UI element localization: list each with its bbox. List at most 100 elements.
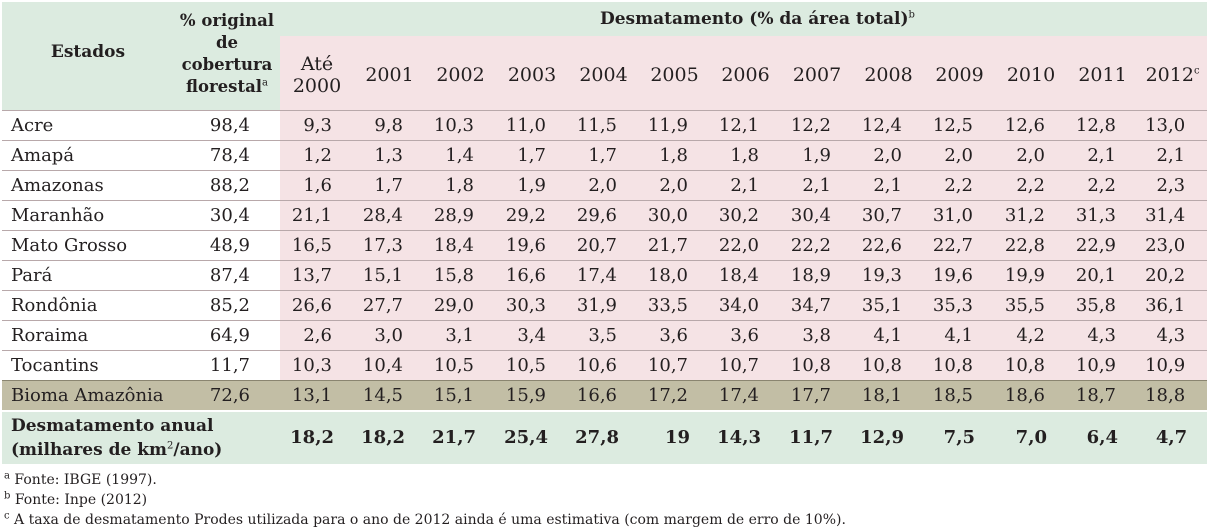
header-year-2009: 2009 — [924, 36, 995, 111]
deforestation-value-cell: 18,8 — [1138, 380, 1208, 412]
deforestation-value-cell: 29,2 — [496, 200, 568, 231]
header-estados: Estados — [2, 2, 174, 111]
deforestation-value-cell: 18,5 — [924, 380, 995, 412]
deforestation-value-cell: 10,8 — [781, 350, 853, 381]
deforestation-value-cell: 28,9 — [425, 200, 496, 231]
deforestation-value-cell: 3,5 — [568, 320, 639, 351]
deforestation-value-cell: 13,0 — [1138, 110, 1208, 141]
annual-value-cell: 7,5 — [924, 410, 995, 464]
deforestation-value-cell: 10,7 — [710, 350, 781, 381]
annual-value-cell: 18,2 — [354, 410, 425, 464]
header-year-2004: 2004 — [568, 36, 639, 111]
deforestation-value-cell: 16,6 — [568, 380, 639, 412]
deforestation-value-cell: 15,1 — [425, 380, 496, 412]
header-year-2010: 2010 — [995, 36, 1067, 111]
deforestation-value-cell: 28,4 — [354, 200, 425, 231]
deforestation-value-cell: 30,7 — [853, 200, 924, 231]
deforestation-value-cell: 10,4 — [354, 350, 425, 381]
state-name-cell: Roraima — [2, 320, 174, 351]
deforestation-value-cell: 18,4 — [425, 230, 496, 261]
annual-value-cell: 6,4 — [1067, 410, 1138, 464]
deforestation-value-cell: 11,0 — [496, 110, 568, 141]
deforestation-value-cell: 22,9 — [1067, 230, 1138, 261]
header-year-2006: 2006 — [710, 36, 781, 111]
deforestation-value-cell: 17,3 — [354, 230, 425, 261]
deforestation-value-cell: 2,1 — [1138, 140, 1208, 171]
deforestation-value-cell: 11,9 — [639, 110, 710, 141]
deforestation-value-cell: 3,1 — [425, 320, 496, 351]
deforestation-value-cell: 3,6 — [710, 320, 781, 351]
deforestation-value-cell: 10,9 — [1067, 350, 1138, 381]
state-name-cell: Acre — [2, 110, 174, 141]
table-body: Acre 98,4 9,3 9,8 10,3 11,0 11,5 11,9 12,1 12,2 12… — [2, 110, 1208, 464]
deforestation-value-cell: 9,8 — [354, 110, 425, 141]
annual-value-cell: 19 — [639, 410, 710, 464]
deforestation-value-cell: 10,8 — [995, 350, 1067, 381]
deforestation-value-cell: 1,7 — [496, 140, 568, 171]
state-name-cell: Tocantins — [2, 350, 174, 381]
annual-value-cell: 14,3 — [710, 410, 781, 464]
deforestation-value-cell: 33,5 — [639, 290, 710, 321]
deforestation-value-cell: 19,9 — [995, 260, 1067, 291]
deforestation-value-cell: 2,2 — [995, 170, 1067, 201]
deforestation-value-cell: 10,7 — [639, 350, 710, 381]
deforestation-value-cell: 36,1 — [1138, 290, 1208, 321]
annual-value-cell: 27,8 — [568, 410, 639, 464]
deforestation-value-cell: 12,8 — [1067, 110, 1138, 141]
deforestation-value-cell: 15,1 — [354, 260, 425, 291]
deforestation-value-cell: 10,5 — [425, 350, 496, 381]
deforestation-value-cell: 18,0 — [639, 260, 710, 291]
deforestation-value-cell: 3,4 — [496, 320, 568, 351]
deforestation-value-cell: 1,8 — [425, 170, 496, 201]
deforestation-value-cell: 2,1 — [781, 170, 853, 201]
deforestation-value-cell: 2,0 — [924, 140, 995, 171]
deforestation-value-cell: 13,7 — [280, 260, 354, 291]
deforestation-value-cell: 4,3 — [1138, 320, 1208, 351]
header-original-cover: % original de cobertura florestala — [174, 2, 280, 111]
annual-deforestation-label: Desmatamento anual (milhares de km2/ano) — [2, 410, 222, 464]
table-row: Maranhão 30,4 21,1 28,4 28,9 29,2 29,6 30,0 30,2… — [2, 200, 1208, 231]
deforestation-value-cell: 2,1 — [1067, 140, 1138, 171]
deforestation-value-cell: 3,0 — [354, 320, 425, 351]
deforestation-value-cell: 10,8 — [924, 350, 995, 381]
table-row: Mato Grosso 48,9 16,5 17,3 18,4 19,6 20,7 21,7 2… — [2, 230, 1208, 261]
state-name-cell: Bioma Amazônia — [2, 380, 174, 412]
table-row: Amazonas 88,2 1,6 1,7 1,8 1,9 2,0 2,0 2,1 2,1 2,1 2… — [2, 170, 1208, 201]
deforestation-value-cell: 15,9 — [496, 380, 568, 412]
deforestation-value-cell: 22,2 — [781, 230, 853, 261]
original-cover-cell: 87,4 — [174, 260, 280, 291]
header-year-2011: 2011 — [1067, 36, 1138, 111]
deforestation-value-cell: 20,7 — [568, 230, 639, 261]
footnote-a: a Fonte: IBGE (1997). — [4, 470, 157, 488]
deforestation-value-cell: 2,0 — [639, 170, 710, 201]
deforestation-value-cell: 35,1 — [853, 290, 924, 321]
deforestation-value-cell: 31,0 — [924, 200, 995, 231]
deforestation-value-cell: 1,9 — [496, 170, 568, 201]
footnote-c: c A taxa de desmatamento Prodes utilizad… — [4, 510, 846, 528]
original-cover-cell: 78,4 — [174, 140, 280, 171]
deforestation-value-cell: 22,6 — [853, 230, 924, 261]
original-cover-cell: 85,2 — [174, 290, 280, 321]
original-cover-cell: 48,9 — [174, 230, 280, 261]
deforestation-value-cell: 1,8 — [639, 140, 710, 171]
deforestation-value-cell: 2,0 — [853, 140, 924, 171]
deforestation-value-cell: 2,0 — [568, 170, 639, 201]
deforestation-value-cell: 3,6 — [639, 320, 710, 351]
deforestation-value-cell: 18,4 — [710, 260, 781, 291]
table-row: Bioma Amazônia 72,6 13,1 14,5 15,1 15,9 16,6 17… — [2, 380, 1208, 412]
deforestation-value-cell: 4,3 — [1067, 320, 1138, 351]
deforestation-value-cell: 17,4 — [568, 260, 639, 291]
deforestation-value-cell: 35,5 — [995, 290, 1067, 321]
deforestation-value-cell: 14,5 — [354, 380, 425, 412]
deforestation-value-cell: 12,4 — [853, 110, 924, 141]
original-cover-cell: 11,7 — [174, 350, 280, 381]
deforestation-value-cell: 12,2 — [781, 110, 853, 141]
deforestation-value-cell: 23,0 — [1138, 230, 1208, 261]
deforestation-value-cell: 1,7 — [354, 170, 425, 201]
state-name-cell: Amapá — [2, 140, 174, 171]
deforestation-value-cell: 17,7 — [781, 380, 853, 412]
deforestation-value-cell: 4,1 — [853, 320, 924, 351]
deforestation-value-cell: 31,9 — [568, 290, 639, 321]
deforestation-value-cell: 19,3 — [853, 260, 924, 291]
